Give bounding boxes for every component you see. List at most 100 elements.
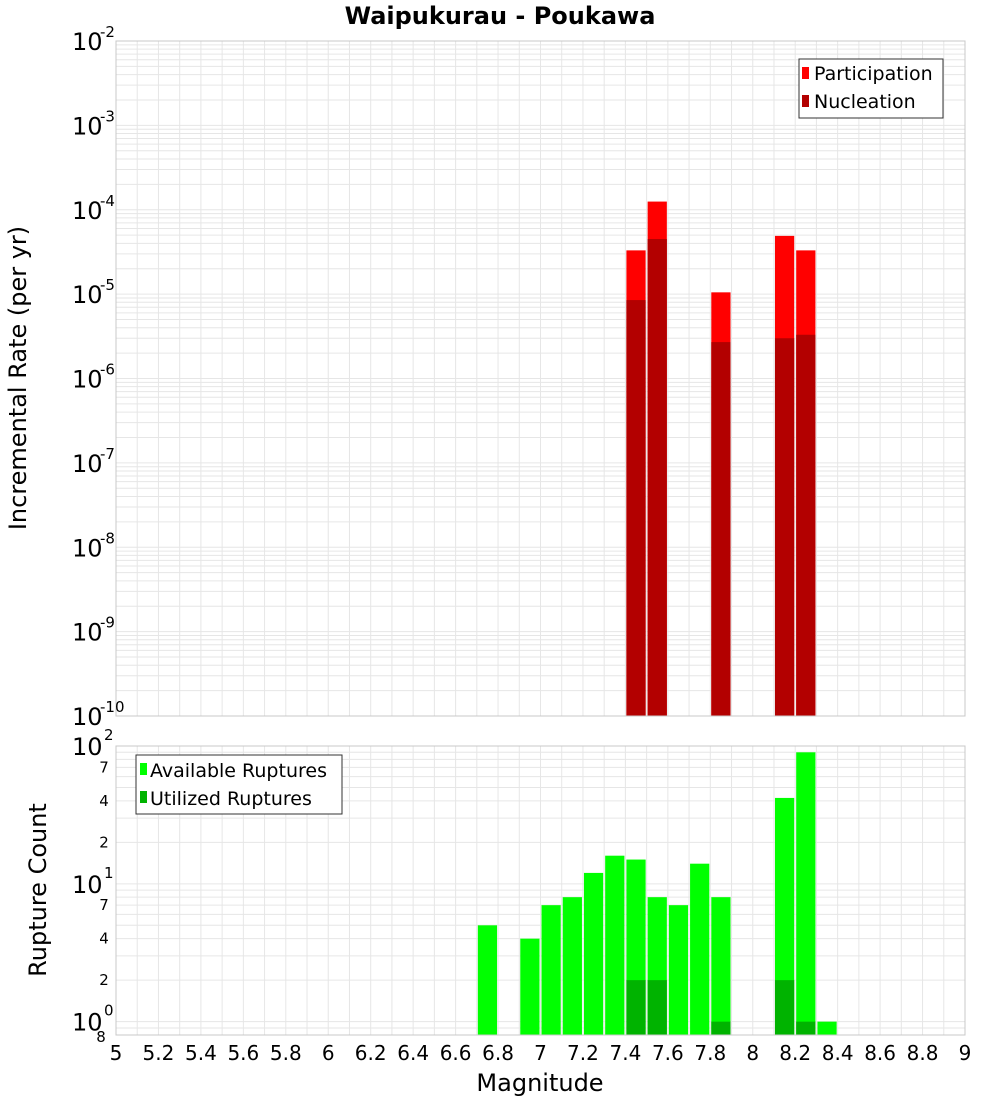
y-tick-exponent: -7 [100,445,115,463]
legend-label-available: Available Ruptures [150,760,327,782]
legend-swatch-utilized [140,791,147,803]
x-tick-labels: 5 5.2 5.4 5.6 5.8 6 6.2 6.4 6.6 6.8 7 7.2 7.4 7.6 7.8 8… [110,1041,972,1065]
bottom-y-axis-label: Rupture Count [24,803,52,977]
bar-utilized-ruptures [647,980,667,1035]
top-grid [115,41,966,717]
y-tick-base: 10 [72,619,103,647]
y-tick-base: 10 [72,28,103,56]
legend-label-participation: Participation [814,63,933,85]
bar-utilized-ruptures [626,980,646,1035]
bar-available-ruptures [668,905,689,1035]
y-tick-base: 10 [72,871,103,899]
y-tick-base: 10 [72,534,103,562]
y-tick-label: 10 0 [72,1002,114,1037]
bar-available-ruptures [796,752,816,1035]
x-tick-label: 7.8 [694,1041,726,1065]
legend-swatch-nucleation [802,95,809,107]
y-tick-exponent: -5 [100,276,115,294]
y-tick-label: 10-3 [72,107,115,140]
top-legend: Participation Nucleation [798,58,944,119]
y-minor-tick-label: 7 [99,896,109,914]
x-tick-label: 8.8 [907,1041,939,1065]
x-tick-label: 5.4 [185,1041,217,1065]
x-tick-label: 8.2 [779,1041,811,1065]
top-bars [626,201,816,717]
legend-swatch-participation [802,67,809,79]
legend-label-utilized: Utilized Ruptures [150,788,312,810]
y-minor-tick-label: 2 [99,971,109,989]
bar-nucleation [647,239,667,716]
y-tick-base: 10 [72,733,103,761]
x-tick-label: 7.2 [567,1041,599,1065]
top-legend-box [798,58,944,119]
x-tick-label: 6.8 [482,1041,514,1065]
y-minor-tick-label: 4 [99,930,109,948]
y-tick-base: 10 [72,703,103,731]
x-tick-label: 6.2 [355,1041,387,1065]
bar-utilized-ruptures [774,980,795,1035]
y-tick-label: 10 2 [72,726,114,761]
x-tick-label: 6.6 [440,1041,472,1065]
y-tick-base: 10 [72,1009,103,1037]
bar-available-ruptures [817,1021,837,1035]
y-tick-label: 10-9 [72,614,115,647]
y-tick-label: 10-2 [72,23,115,56]
x-tick-label: 5.6 [227,1041,259,1065]
legend-label-nucleation: Nucleation [814,91,916,113]
bottom-plot-border [115,745,966,1036]
y-tick-base: 10 [72,366,103,394]
y-tick-base: 10 [72,281,103,309]
x-tick-label: 7.4 [609,1041,641,1065]
y-tick-base: 10 [72,450,103,478]
y-tick-label: 10-6 [72,361,115,394]
bar-available-ruptures [477,925,498,1035]
x-tick-label: 8.4 [822,1041,854,1065]
x-tick-label: 6 [322,1041,335,1065]
x-tick-label: 9 [959,1041,972,1065]
y-tick-exponent: -4 [100,192,115,210]
y-tick-exponent: -6 [100,361,115,379]
top-y-axis-label: Incremental Rate (per yr) [4,226,32,530]
chart-title: Waipukurau - Poukawa [345,2,656,30]
x-tick-label: 7.6 [652,1041,684,1065]
bar-available-ruptures [541,905,561,1035]
y-tick-label: 10-5 [72,276,115,309]
bar-available-ruptures [690,863,710,1035]
y-tick-exponent: -2 [100,23,115,41]
x-tick-label: 5.8 [270,1041,302,1065]
bar-nucleation [626,300,646,716]
y-minor-tick-label: 4 [99,792,109,810]
y-minor-tick-label: 2 [99,833,109,851]
bar-nucleation [774,338,795,716]
y-minor-tick-label: 7 [99,758,109,776]
y-tick-exponent: -9 [100,614,115,632]
bottom-legend: Available Ruptures Utilized Ruptures [135,754,343,815]
bar-nucleation [796,334,816,716]
x-tick-label: 5 [110,1041,123,1065]
legend-swatch-available [140,763,147,775]
y-tick-label: 10 1 [72,864,114,899]
y-tick-label: 10-4 [72,192,115,225]
bar-utilized-ruptures [796,1021,816,1035]
top-plot-border [115,40,966,717]
bar-available-ruptures [774,797,795,1035]
y-tick-base: 10 [72,112,103,140]
x-tick-label: 7 [534,1041,547,1065]
bottom-bars [477,752,837,1035]
y-tick-base: 10 [72,197,103,225]
bar-nucleation [711,342,731,716]
x-tick-label: 8.6 [864,1041,896,1065]
y-tick-exponent: 2 [104,726,114,744]
x-tick-label: 8 [746,1041,759,1065]
y-tick-exponent: -8 [100,529,115,547]
bar-available-ruptures [562,897,582,1035]
bar-available-ruptures [711,897,731,1035]
bar-available-ruptures [605,855,625,1035]
x-tick-label: 6.4 [397,1041,429,1065]
bottom-legend-box [135,754,343,815]
